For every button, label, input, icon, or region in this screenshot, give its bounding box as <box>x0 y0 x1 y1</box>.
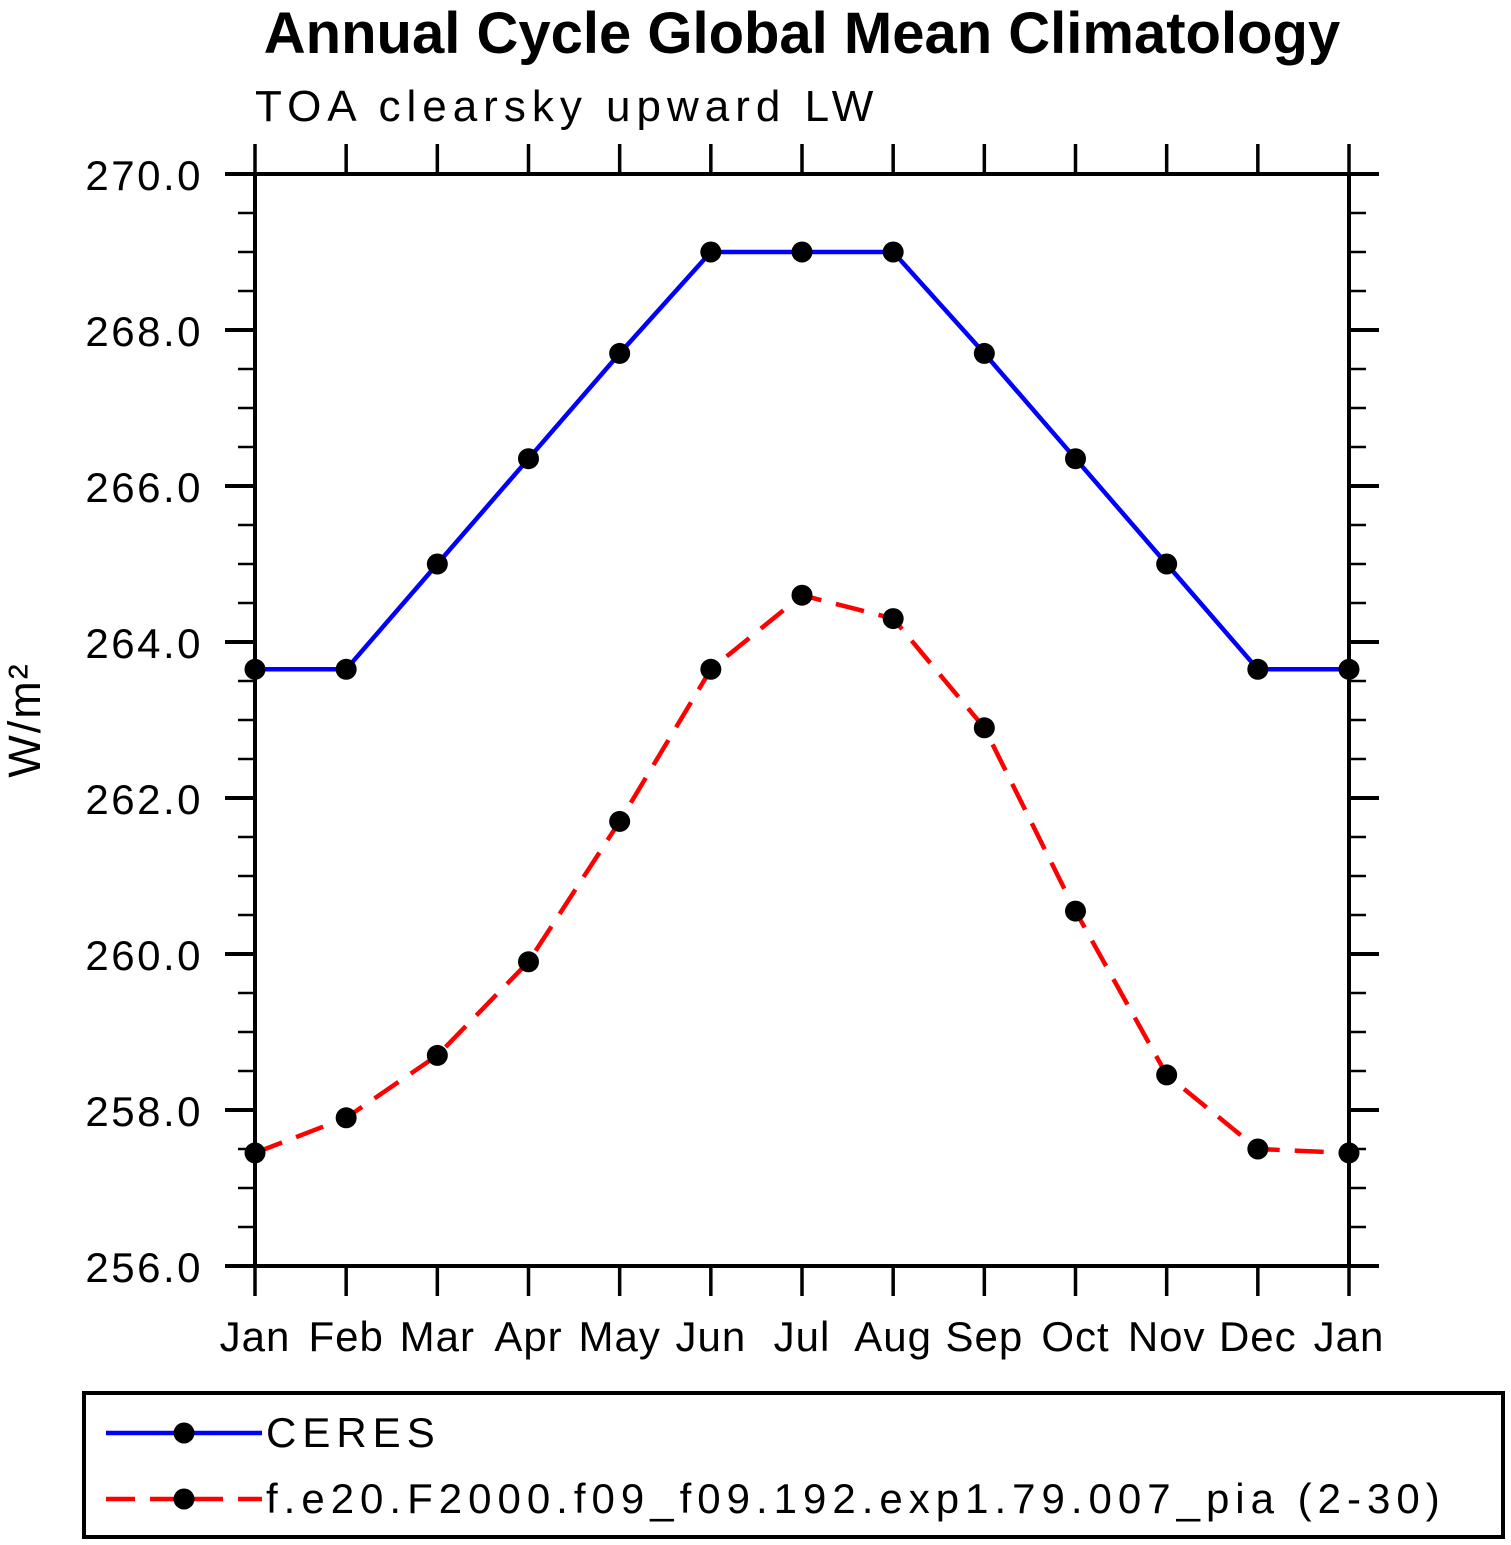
data-point-marker <box>882 608 904 630</box>
y-tick-label: 260.0 <box>85 932 203 979</box>
x-tick-label: Jun <box>675 1313 746 1360</box>
y-tick-label: 264.0 <box>85 620 203 667</box>
x-tick-label: Sep <box>945 1313 1023 1360</box>
y-tick-label: 262.0 <box>85 776 203 823</box>
x-tick-label: Feb <box>308 1313 383 1360</box>
x-tick-label: Oct <box>1041 1313 1109 1360</box>
data-point-marker <box>973 717 995 739</box>
data-point-marker <box>882 241 904 263</box>
data-point-marker <box>1156 553 1178 575</box>
y-tick-label: 268.0 <box>85 308 203 355</box>
y-axis-label: W/m² <box>0 662 50 777</box>
data-point-marker <box>1065 900 1086 922</box>
data-point-marker <box>791 584 813 606</box>
y-tick-label: 258.0 <box>85 1088 203 1135</box>
data-point-marker <box>426 1044 448 1066</box>
data-point-marker <box>1065 448 1086 470</box>
data-point-marker <box>609 342 631 364</box>
data-point-marker <box>244 1142 266 1164</box>
x-tick-label: Jan <box>220 1313 291 1360</box>
data-point-marker <box>791 241 813 263</box>
y-tick-label: 270.0 <box>85 152 203 199</box>
data-point-marker <box>518 951 539 973</box>
legend: CERES f.e20.F2000.f09_f09.192.exp1.79.00… <box>82 1391 1505 1539</box>
x-tick-label: Jul <box>774 1313 831 1360</box>
y-tick-label: 256.0 <box>85 1244 203 1291</box>
legend-sample-marker-icon <box>173 1488 195 1510</box>
x-tick-label: Apr <box>494 1313 562 1360</box>
data-point-marker <box>335 1107 357 1129</box>
data-point-marker <box>700 658 722 680</box>
data-point-marker <box>973 342 995 364</box>
x-tick-label: May <box>578 1313 660 1360</box>
data-point-marker <box>609 810 631 832</box>
y-tick-label: 266.0 <box>85 464 203 511</box>
data-point-marker <box>1156 1064 1178 1086</box>
x-tick-label: Aug <box>854 1313 932 1360</box>
x-tick-label: Dec <box>1219 1313 1297 1360</box>
data-point-marker <box>1338 658 1360 680</box>
data-point-marker <box>518 448 539 470</box>
data-point-marker <box>1247 1138 1269 1160</box>
plot-area: Jan Feb Mar Apr May Jun Jul Aug Sep Oct Nov Dec Jan 2… <box>85 144 1385 1360</box>
legend-label-ceres: CERES <box>266 1409 441 1456</box>
legend-item-model: f.e20.F2000.f09_f09.192.exp1.79.007_pia … <box>106 1475 1446 1522</box>
chart-subtitle: TOA clearsky upward LW <box>255 82 879 131</box>
legend-sample-marker-icon <box>173 1422 195 1444</box>
x-tick-label: Nov <box>1128 1313 1206 1360</box>
data-point-marker <box>1247 658 1269 680</box>
data-point-marker <box>244 658 266 680</box>
legend-label-model: f.e20.F2000.f09_f09.192.exp1.79.007_pia … <box>266 1475 1446 1522</box>
data-point-marker <box>700 241 722 263</box>
data-point-marker <box>335 658 357 680</box>
data-point-marker <box>1338 1142 1360 1164</box>
x-tick-label: Mar <box>400 1313 475 1360</box>
axis-box <box>253 172 1351 1268</box>
legend-box <box>82 1391 1505 1539</box>
x-tick-label: Jan <box>1314 1313 1385 1360</box>
series-line-model <box>254 592 1350 1156</box>
data-point-marker <box>426 553 448 575</box>
chart-title: Annual Cycle Global Mean Climatology <box>264 1 1340 66</box>
series-line-ceres <box>255 249 1349 672</box>
legend-item-ceres: CERES <box>106 1409 441 1456</box>
